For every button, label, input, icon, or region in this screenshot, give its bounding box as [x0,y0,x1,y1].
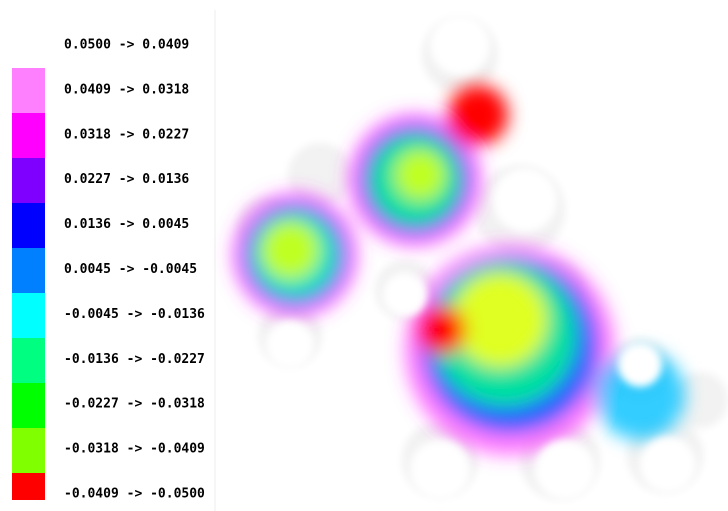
legend-label: -0.0318 -> -0.0409 [64,442,205,457]
legend-swatch [12,473,45,500]
mep-view: 0.0500 -> 0.0409 0.0409 -> 0.0318 0.0318 -… [0,0,728,511]
legend-swatch [12,248,45,293]
legend-label: 0.0045 -> -0.0045 [64,262,197,277]
legend-swatch [12,23,45,68]
legend-label: 0.0318 -> 0.0227 [64,127,189,142]
legend-label: 0.0227 -> 0.0136 [64,172,189,187]
legend-swatch [12,113,45,158]
legend-swatch [12,158,45,203]
legend-swatch [12,68,45,113]
legend-label: 0.0500 -> 0.0409 [64,38,189,53]
legend-label: -0.0409 -> -0.0500 [64,487,205,502]
molecule-surface [233,15,728,500]
legend-swatch [12,338,45,383]
legend-label: -0.0136 -> -0.0227 [64,352,205,367]
legend: 0.0500 -> 0.0409 0.0409 -> 0.0318 0.0318 -… [12,23,205,502]
legend-swatch [12,428,45,473]
legend-swatch [12,383,45,428]
legend-label: 0.0409 -> 0.0318 [64,82,189,97]
legend-swatch [12,293,45,338]
legend-label: -0.0227 -> -0.0318 [64,397,205,412]
legend-swatch [12,203,45,248]
legend-label: 0.0136 -> 0.0045 [64,217,189,232]
legend-label: -0.0045 -> -0.0136 [64,307,205,322]
